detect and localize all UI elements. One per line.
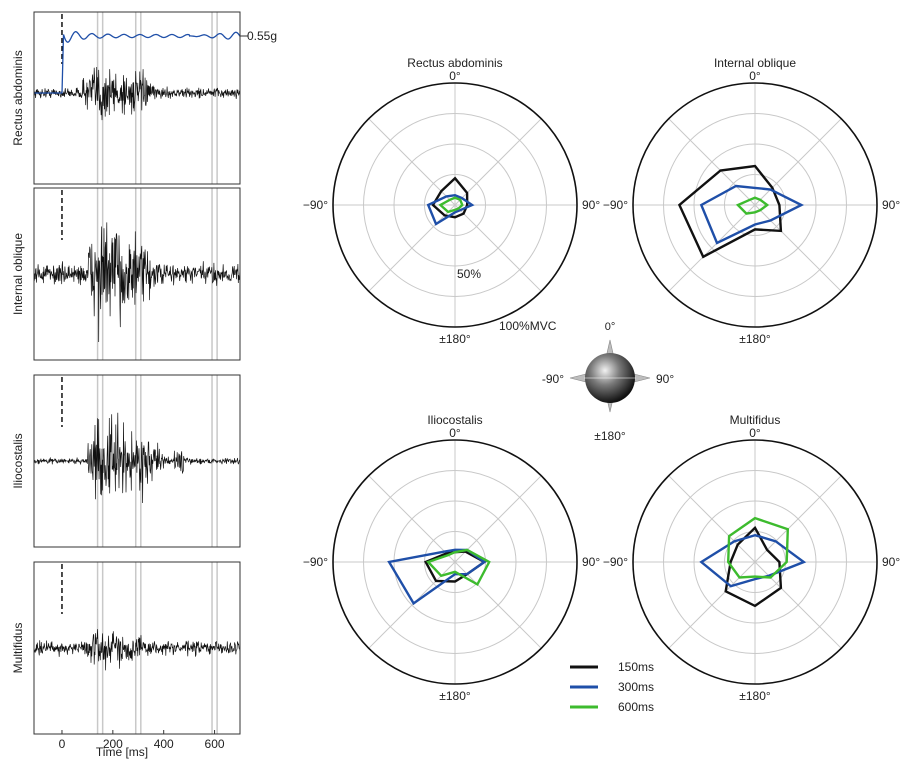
polar-angle-label: 0° <box>449 69 461 83</box>
polar-series-600ms <box>438 196 464 214</box>
polar-angle-label: 90° <box>582 555 600 569</box>
sphere-label-bottom: ±180° <box>594 429 626 443</box>
emg-trace <box>33 412 241 504</box>
polar-spoke <box>754 204 842 292</box>
legend-label-600ms: 600ms <box>618 700 654 714</box>
emg-panel-1: Internal oblique <box>11 187 241 361</box>
polar-series-150ms <box>431 176 469 219</box>
legend-label-300ms: 300ms <box>618 680 654 694</box>
polar-title: Internal oblique <box>714 56 796 70</box>
emg-x-tick-label: 0 <box>59 737 66 751</box>
polar-spoke <box>368 475 456 563</box>
polar-spoke <box>454 475 542 563</box>
emg-panel-frame <box>33 11 241 185</box>
polar-angle-label: −90° <box>603 555 628 569</box>
polar-angle-label: ±180° <box>439 332 471 346</box>
emg-panel-label: Internal oblique <box>11 233 25 315</box>
polar-angle-label: ±180° <box>739 332 771 346</box>
emg-panel-frame <box>33 187 241 361</box>
emg-panel-label: Rectus abdominis <box>11 50 25 145</box>
emg-panel-0: Rectus abdominis <box>11 11 248 185</box>
emg-panel-label: Multifidus <box>11 623 25 674</box>
polar-angle-label: ±180° <box>439 689 471 703</box>
polar-angle-label: 0° <box>449 426 461 440</box>
polar-series-600ms <box>426 548 491 587</box>
polar-outer-ring <box>632 82 878 328</box>
polar-angle-label: −90° <box>303 198 328 212</box>
polar-spoke <box>668 561 756 649</box>
acceleration-label: 0.55g <box>247 29 277 43</box>
polar-series-600ms <box>735 196 770 215</box>
polar-series-300ms <box>699 533 807 588</box>
polar-angle-label: 0° <box>749 426 761 440</box>
polar-title: Rectus abdominis <box>407 56 502 70</box>
polar-angle-label: ±180° <box>739 689 771 703</box>
sphere-label-left: -90° <box>542 372 564 386</box>
polar-series-300ms <box>426 193 475 226</box>
sphere-label-right: 90° <box>656 372 674 386</box>
polar-series-600ms <box>726 516 790 579</box>
legend-label-150ms: 150ms <box>618 660 654 674</box>
polar-angle-label: 0° <box>749 69 761 83</box>
emg-trace <box>33 629 241 671</box>
emg-trace <box>33 222 241 343</box>
polar-outer-ring <box>632 439 878 685</box>
emg-x-axis-label: Time [ms] <box>96 745 148 759</box>
polar-series-150ms <box>424 550 487 583</box>
polar-angle-label: 90° <box>882 198 900 212</box>
emg-panel-3: Multifidus <box>11 561 241 735</box>
polar-angle-label: 90° <box>582 198 600 212</box>
polar-spoke <box>368 204 456 292</box>
polar-series-150ms <box>724 525 783 608</box>
polar-title: Iliocostalis <box>427 413 482 427</box>
polar-title: Multifidus <box>730 413 781 427</box>
acceleration-trace <box>34 31 241 94</box>
emg-panel-2: Iliocostalis <box>11 374 241 548</box>
polar-spoke <box>454 561 542 649</box>
emg-panel-frame <box>33 374 241 548</box>
polar-angle-label: 90° <box>882 555 900 569</box>
emg-traces: Rectus abdominis Internal oblique Iliocost… <box>11 11 248 751</box>
polar-spoke <box>454 118 542 206</box>
emg-panel-frame <box>33 561 241 735</box>
polar-plots: Rectus abdominis0°90°±180°−90°50%100%MVC… <box>303 56 901 703</box>
emg-x-tick-label: 200 <box>103 737 123 751</box>
polar-spoke <box>668 118 756 206</box>
polar-spoke <box>754 475 842 563</box>
orientation-sphere-icon <box>569 339 651 413</box>
polar-angle-label: −90° <box>303 555 328 569</box>
sphere-label-top: 0° <box>605 321 616 333</box>
polar-spoke <box>754 118 842 206</box>
polar-outer-ring <box>332 82 578 328</box>
emg-x-tick-label: 600 <box>205 737 225 751</box>
emg-panel-label: Iliocostalis <box>11 433 25 488</box>
legend: 150ms 300ms 600ms <box>570 660 654 714</box>
polar-series-300ms <box>699 184 805 245</box>
ring-label-50: 50% <box>457 267 481 281</box>
emg-trace <box>33 66 241 121</box>
polar-angle-label: −90° <box>603 198 628 212</box>
polar-outer-ring <box>332 439 578 685</box>
polar-spoke <box>668 475 756 563</box>
polar-series-150ms <box>677 164 783 259</box>
polar-spoke <box>668 204 756 292</box>
ring-label-100: 100%MVC <box>499 319 557 333</box>
emg-x-tick-label: 400 <box>154 737 174 751</box>
polar-spoke <box>454 204 542 292</box>
